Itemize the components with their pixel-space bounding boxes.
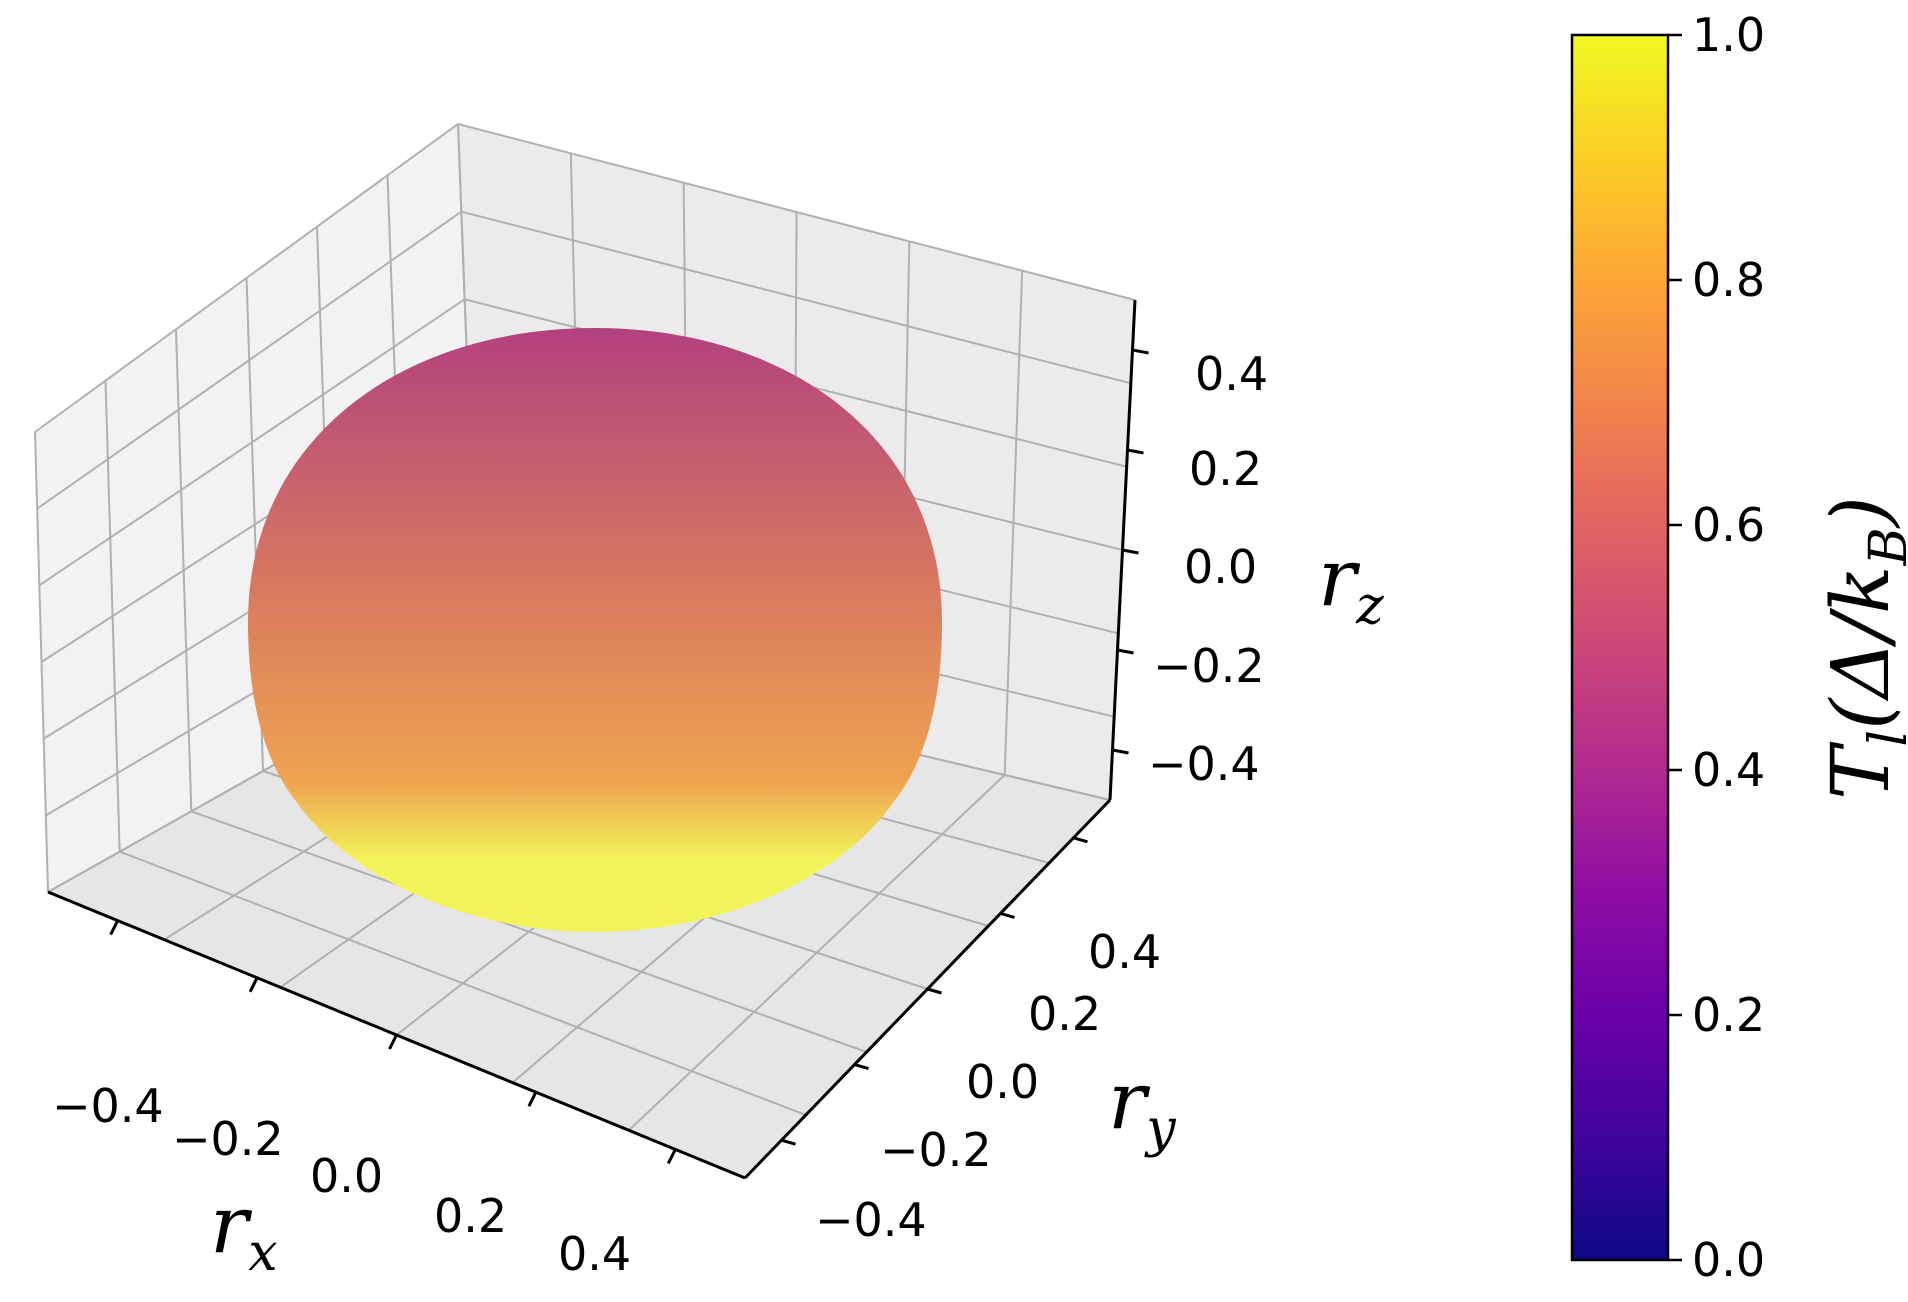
- x-tick-label: 0.0: [310, 1149, 383, 1203]
- grid-line: [461, 210, 1132, 385]
- colorbar-tick-label: 1.0: [1692, 8, 1765, 62]
- z-tick: [1117, 648, 1134, 655]
- z-tick-label: 0.0: [1184, 540, 1257, 594]
- z-tick-label: 0.2: [1189, 442, 1262, 496]
- x-tick-label: −0.4: [52, 1079, 164, 1133]
- y-tick-label: 0.0: [966, 1055, 1039, 1109]
- x-tick-label: 0.2: [434, 1189, 507, 1243]
- x-tick: [388, 1034, 398, 1050]
- y-tick-label: −0.2: [880, 1123, 992, 1177]
- z-tick-label: 0.4: [1195, 347, 1268, 401]
- axis-lines: [47, 299, 1149, 1180]
- colorbar-label: Tl(Δ/kB): [1814, 496, 1908, 800]
- y-axis-label: ry: [1108, 1054, 1176, 1159]
- z-tick: [1112, 748, 1129, 755]
- y-axis-ticks: 0.4 0.2 0.0 −0.2 −0.4: [815, 925, 1161, 1247]
- x-tick-label: 0.4: [558, 1227, 631, 1281]
- y-tick: [1073, 836, 1088, 844]
- colorbar: 0.0 0.2 0.4 0.6 0.8 1.0 Tl(Δ/kB): [1570, 8, 1908, 1287]
- x-tick: [109, 919, 120, 936]
- grid-line: [457, 123, 1136, 301]
- y-tick-label: 0.4: [1088, 925, 1161, 979]
- x-tick: [248, 977, 259, 993]
- x-axis-ticks: −0.4 −0.2 0.0 0.2 0.4: [52, 1079, 631, 1281]
- z-tick: [1132, 348, 1149, 355]
- y-tick-label: 0.2: [1028, 987, 1101, 1041]
- colorbar-tick-label: 0.8: [1692, 253, 1765, 307]
- x-tick-label: −0.2: [172, 1112, 284, 1166]
- grid-line: [36, 210, 462, 510]
- colorbar-tick-label: 0.2: [1692, 988, 1765, 1042]
- sphere: [248, 328, 942, 932]
- z-tick: [1127, 448, 1144, 455]
- sphere-surface: [248, 328, 942, 932]
- y-tick-label: −0.4: [815, 1193, 927, 1247]
- grid-line: [34, 123, 459, 433]
- x-axis-label: rx: [210, 1178, 278, 1283]
- z-tick-label: −0.2: [1153, 639, 1265, 693]
- x-tick: [527, 1091, 538, 1107]
- colorbar-ticks: 0.0 0.2 0.4 0.6 0.8 1.0: [1668, 8, 1765, 1287]
- colorbar-body: [1570, 33, 1670, 1262]
- z-axis-ticks: 0.4 0.2 0.0 −0.2 −0.4: [1148, 347, 1268, 791]
- y-tick: [781, 1138, 796, 1146]
- z-tick: [1122, 548, 1139, 555]
- y-tick: [854, 1063, 869, 1071]
- y-tick: [927, 987, 942, 995]
- y-tick: [1000, 911, 1015, 919]
- z-tick-label: −0.4: [1148, 737, 1260, 791]
- colorbar-tick-label: 0.4: [1692, 743, 1765, 797]
- colorbar-tick-label: 0.6: [1692, 498, 1765, 552]
- x-tick: [666, 1148, 677, 1165]
- colorbar-tick-label: 0.0: [1692, 1233, 1765, 1287]
- z-axis-label: rz: [1318, 531, 1384, 636]
